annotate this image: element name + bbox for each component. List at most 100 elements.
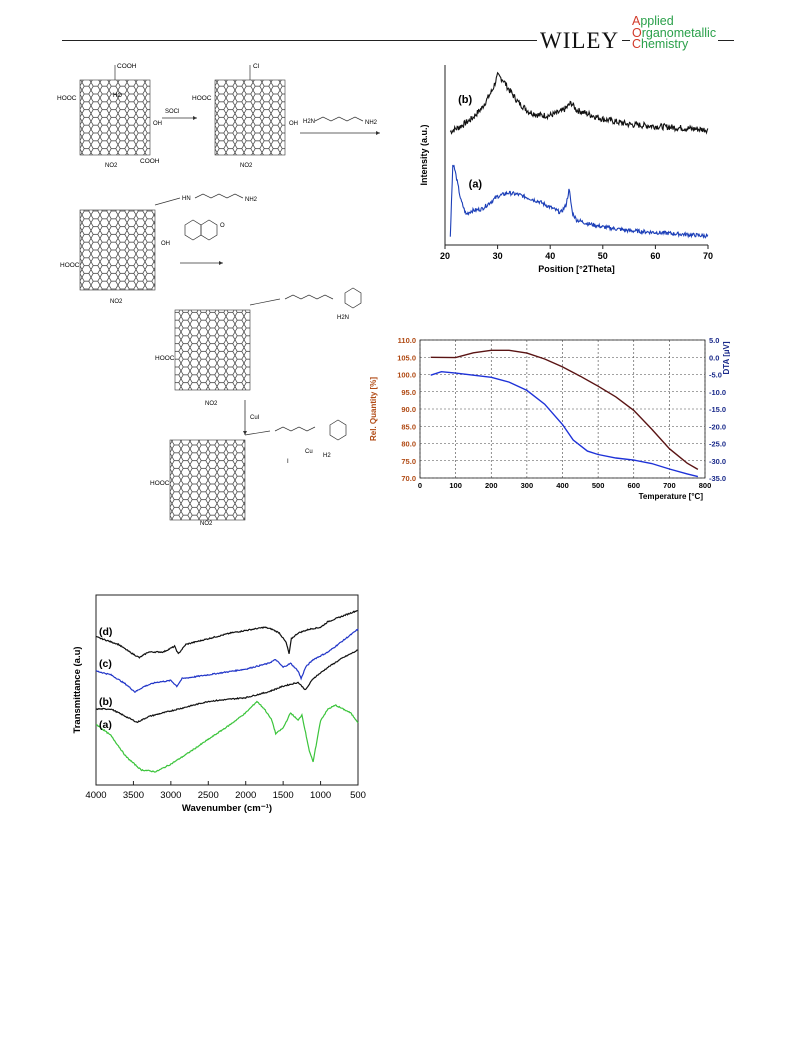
label-hooc-5: HOOC [150, 480, 170, 487]
journal-name: Applied Organometallic Chemistry [630, 14, 719, 51]
ftir-series-label: (a) [99, 719, 112, 731]
tga-left-tick-label: 105.0 [397, 353, 416, 362]
label-h2n-2: H2N [337, 315, 349, 321]
label-no2: NO2 [105, 163, 118, 169]
label-cooh: COOH [117, 63, 137, 70]
tga-x-tick-label: 0 [418, 481, 422, 490]
label-oh-2: OH [289, 121, 298, 127]
tga-left-tick-label: 100.0 [397, 371, 416, 380]
label-h2n: H2N [303, 119, 315, 125]
tga-left-tick-label: 85.0 [401, 422, 416, 431]
label-hooc-4: HOOC [155, 355, 175, 362]
label-cu: Cu [305, 449, 313, 455]
dta-curve [430, 370, 699, 478]
ftir-series-label: (b) [99, 696, 112, 708]
tga-right-y-label: DTA [µV] [722, 341, 730, 374]
xrd-x-tick-label: 60 [650, 251, 660, 261]
anthranilamide-sheet: H2N HOOC NO2 [155, 287, 362, 407]
label-h2: H2 [323, 453, 331, 459]
ftir-x-tick-label: 4000 [85, 790, 106, 801]
synthesis-scheme: COOH HOOC HO OH NO2 COOH SOCl Cl HOOC OH… [57, 63, 380, 527]
reagent-cui: CuI [250, 415, 260, 421]
label-i: I [287, 459, 289, 465]
tga-x-tick-label: 800 [699, 481, 712, 490]
tga-x-tick-label: 500 [592, 481, 605, 490]
ftir-x-label: Wavenumber (cm⁻¹) [182, 803, 272, 814]
tga-left-tick-label: 70.0 [401, 474, 416, 483]
xrd-x-tick-label: 70 [703, 251, 713, 261]
tga-plot-frame [419, 339, 706, 479]
tga-chart: 110.0 105.0 100.0 95.0 90.0 85.0 80.0 75.0 70.0 5… [369, 336, 730, 501]
tga-left-y-label: Rel. Quantity [%] [369, 377, 378, 441]
tga-x-tick-label: 100 [449, 481, 462, 490]
ftir-x-tick-label: 1000 [310, 790, 331, 801]
journal-initial-3: C [632, 37, 642, 51]
label-ho: HO [113, 93, 122, 99]
tga-right-tick-label: 0.0 [709, 353, 719, 362]
ftir-series-label: (d) [99, 626, 112, 638]
tga-left-tick-label: 90.0 [401, 405, 416, 414]
journal-word-1: pplied [640, 14, 674, 28]
amine-functionalized-sheet: HN NH2 HOOC OH NO2 [60, 193, 258, 305]
tga-x-label: Temperature [°C] [639, 492, 704, 501]
xrd-x-tick-label: 40 [545, 251, 555, 261]
ftir-x-tick-label: 1500 [273, 790, 294, 801]
ftir-x-tick-label: 2500 [198, 790, 219, 801]
journal-word-3: hemistry [641, 37, 689, 51]
xrd-x-label: Position [°2Theta] [538, 264, 615, 274]
tga-left-tick-label: 95.0 [401, 388, 416, 397]
publisher-logo: WILEY [537, 28, 623, 54]
tga-right-tick-label: -5.0 [709, 371, 722, 380]
tga-x-tick-label: 200 [485, 481, 498, 490]
label-cooh-2: COOH [140, 158, 160, 165]
acyl-chloride-sheet: Cl HOOC OH NO2 [192, 63, 298, 169]
tga-x-tick-label: 600 [627, 481, 640, 490]
tga-right-tick-label: -30.0 [709, 457, 726, 466]
journal-word-2: rganometallic [641, 25, 717, 40]
label-nh2-reagent: NH2 [365, 120, 378, 126]
tga-right-tick-label: -20.0 [709, 422, 726, 431]
label-hn: HN [182, 196, 191, 202]
ftir-x-tick-label: 2000 [235, 790, 256, 801]
ftir-series-line [95, 628, 359, 693]
journal-initial-1: A [632, 14, 641, 28]
tga-right-tick-label: -15.0 [709, 405, 726, 414]
ftir-series-line [95, 700, 359, 773]
isatoic-anhydride: O [184, 219, 225, 241]
ftir-x-tick-label: 3500 [123, 790, 144, 801]
label-hooc-2: HOOC [192, 95, 212, 102]
ftir-x-tick-label: 3000 [160, 790, 181, 801]
ftir-series-line [95, 610, 359, 659]
journal-initial-2: O [632, 25, 642, 40]
label-cl: Cl [253, 63, 260, 70]
label-hooc: HOOC [57, 95, 77, 102]
xrd-series-line [449, 71, 709, 135]
reagent-socl: SOCl [165, 109, 179, 115]
ftir-series-label: (c) [99, 658, 112, 670]
tga-right-tick-label: 5.0 [709, 336, 719, 345]
tga-x-tick-label: 300 [521, 481, 534, 490]
tga-right-tick-label: -10.0 [709, 388, 726, 397]
tga-left-tick-label: 75.0 [401, 457, 416, 466]
xrd-chart: 20 30 40 50 60 70 Position [°2Theta] Intensity … [419, 65, 713, 274]
label-no2-5: NO2 [200, 521, 213, 527]
xrd-series-label: (b) [458, 94, 472, 106]
tga-right-tick-label: -25.0 [709, 440, 726, 449]
xrd-x-tick-label: 20 [440, 251, 450, 261]
label-oh-3: OH [161, 241, 170, 247]
graphene-oxide-sheet: COOH HOOC HO OH NO2 COOH [57, 63, 162, 169]
xrd-y-label: Intensity (a.u.) [419, 124, 429, 185]
label-nh2: NH2 [245, 197, 258, 203]
tga-x-tick-label: 400 [556, 481, 569, 490]
xrd-x-tick-label: 50 [598, 251, 608, 261]
ftir-x-tick-label: 500 [350, 790, 366, 801]
tga-x-tick-label: 700 [663, 481, 676, 490]
label-o: O [220, 223, 225, 229]
tga-right-tick-label: -35.0 [709, 474, 726, 483]
xrd-series-line [449, 164, 709, 239]
xrd-x-tick-label: 30 [493, 251, 503, 261]
ftir-series-line [95, 649, 359, 724]
label-no2-4: NO2 [205, 401, 218, 407]
label-no2-2: NO2 [240, 163, 253, 169]
tga-curve [430, 349, 699, 471]
